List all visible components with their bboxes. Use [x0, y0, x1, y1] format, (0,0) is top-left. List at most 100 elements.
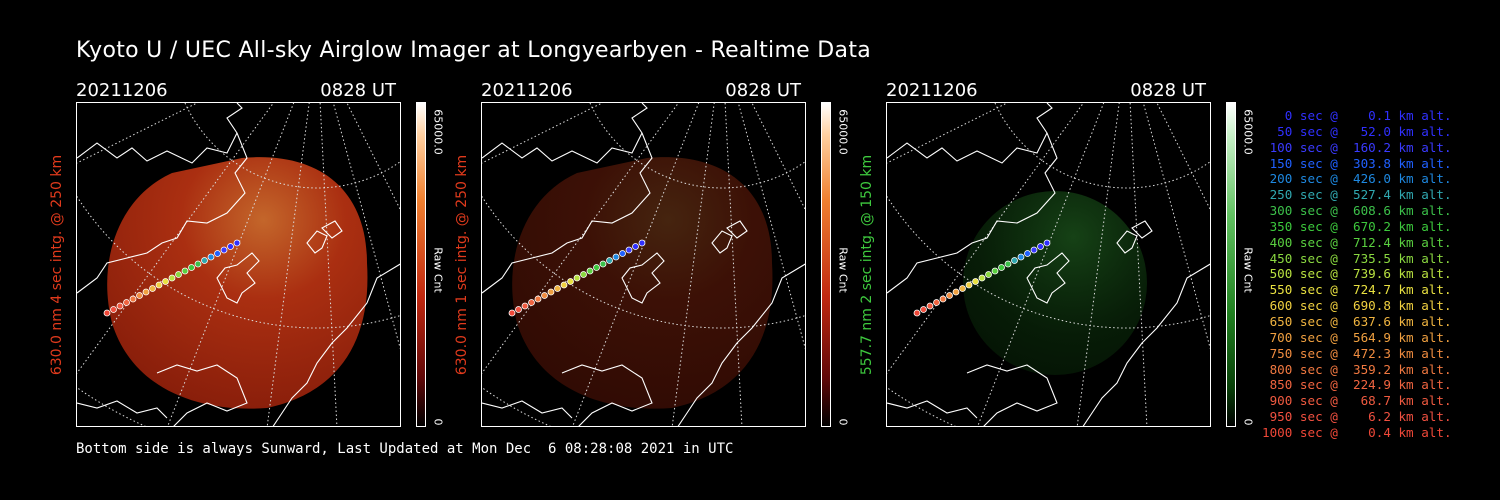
trajectory-point	[175, 271, 182, 278]
trajectory-point	[946, 292, 953, 299]
coastline	[482, 400, 573, 419]
longitude-line	[77, 103, 274, 374]
trajectory-point	[606, 257, 613, 264]
trajectory-point	[1017, 253, 1025, 261]
longitude-line	[1156, 103, 1210, 211]
trajectory-point	[638, 239, 646, 247]
legend-row: 50 sec @ 52.0 km alt.	[1262, 123, 1452, 139]
longitude-line	[751, 103, 805, 211]
trajectory-point	[201, 257, 208, 264]
trajectory-point	[110, 306, 117, 313]
legend-row: 700 sec @ 564.9 km alt.	[1262, 329, 1452, 345]
colorbar-unit: Raw Cnt	[1238, 230, 1258, 310]
legend-row: 800 sec @ 359.2 km alt.	[1262, 361, 1452, 377]
coastline	[621, 252, 665, 304]
trajectory-point	[586, 267, 594, 275]
coastline	[77, 400, 168, 419]
longitude-line	[167, 103, 295, 426]
coastline	[482, 103, 648, 164]
trajectory-point	[227, 243, 234, 250]
legend-row: 450 sec @ 735.5 km alt.	[1262, 250, 1452, 266]
colorbar-max: 65000.0	[428, 102, 448, 162]
legend-row: 400 sec @ 712.4 km alt.	[1262, 234, 1452, 250]
colorbar-max-text: 65000.0	[836, 109, 850, 155]
panel-date: 20211206	[481, 80, 573, 101]
colorbar-unit-text: Raw Cnt	[1241, 247, 1255, 293]
coastline	[306, 220, 343, 254]
trajectory-point	[116, 302, 124, 310]
panel-3: 20211206 0828 UT 557.7 nm 2 sec intg. @ …	[859, 80, 1286, 430]
trajectory-point	[233, 239, 241, 247]
colorbar-min: 0	[833, 415, 853, 429]
panel-date: 20211206	[886, 80, 978, 101]
longitude-line	[977, 103, 1105, 426]
colorbar-min-text: 0	[1241, 418, 1255, 426]
trajectory-point	[547, 288, 555, 296]
airglow-disk	[512, 157, 773, 409]
coastline	[216, 252, 260, 304]
latitude-circle	[994, 103, 1210, 189]
airglow-image	[481, 102, 806, 427]
trajectory-point	[1004, 260, 1012, 268]
trajectory-point	[978, 274, 986, 282]
coastline	[561, 364, 653, 426]
longitude-line	[737, 103, 805, 350]
trajectory-point	[129, 295, 137, 303]
trajectory-point	[1011, 257, 1018, 264]
trajectory-point	[1037, 243, 1044, 250]
colorbar-unit-text: Raw Cnt	[431, 247, 445, 293]
trajectory-point	[528, 299, 535, 306]
trajectory-point	[959, 285, 966, 292]
airglow-map-svg	[887, 103, 1210, 426]
legend-row: 550 sec @ 724.7 km alt.	[1262, 282, 1452, 298]
longitude-line	[1142, 103, 1210, 350]
colorbar-unit: Raw Cnt	[833, 230, 853, 310]
trajectory-point	[136, 292, 143, 299]
legend-row: 850 sec @ 224.9 km alt.	[1262, 377, 1452, 393]
colorbar-max: 65000.0	[1238, 102, 1258, 162]
trajectory-point	[142, 288, 150, 296]
trajectory-point	[573, 274, 581, 282]
legend-row: 750 sec @ 472.3 km alt.	[1262, 345, 1452, 361]
legend-row: 950 sec @ 6.2 km alt.	[1262, 409, 1452, 425]
trajectory-point	[162, 278, 169, 285]
coastline	[1116, 220, 1153, 254]
trajectory-point	[194, 260, 202, 268]
coastline	[272, 263, 400, 426]
legend-row: 0 sec @ 0.1 km alt.	[1262, 108, 1452, 123]
trajectory-point	[123, 299, 130, 306]
panel-wavelength-label: 557.7 nm 2 sec intg. @ 150 km	[856, 102, 878, 427]
airglow-disk	[963, 191, 1147, 375]
trajectory-point	[920, 306, 927, 313]
colorbar	[1226, 102, 1236, 427]
trajectory-point	[155, 281, 163, 289]
trajectory-point	[952, 288, 960, 296]
trajectory-point	[515, 306, 522, 313]
trajectory-point	[541, 292, 548, 299]
coastline	[711, 220, 748, 254]
colorbar-max-text: 65000.0	[431, 109, 445, 155]
page-title: Kyoto U / UEC All-sky Airglow Imager at …	[76, 38, 872, 63]
trajectory-point	[593, 264, 600, 271]
trajectory-point	[985, 271, 992, 278]
coastline	[77, 132, 248, 294]
trajectory-point	[625, 246, 633, 254]
trajectory-point	[612, 253, 620, 261]
trajectory-point	[214, 250, 221, 257]
airglow-map-svg	[77, 103, 400, 426]
footer-status: Bottom side is always Sunward, Last Upda…	[76, 441, 734, 457]
trajectory-point	[599, 260, 607, 268]
coastline	[1082, 263, 1210, 426]
coastline	[156, 364, 248, 426]
panel-wavelength-text: 630.0 nm 1 sec intg. @ 250 km	[454, 154, 470, 375]
trajectory-point	[632, 243, 639, 250]
coastline	[677, 263, 805, 426]
trajectory-point	[220, 246, 228, 254]
coastline	[887, 132, 1058, 294]
legend-row: 300 sec @ 608.6 km alt.	[1262, 203, 1452, 219]
legend-row: 600 sec @ 690.8 km alt.	[1262, 298, 1452, 314]
legend-row: 900 sec @ 68.7 km alt.	[1262, 393, 1452, 409]
coastline	[966, 364, 1058, 426]
coastline	[482, 132, 653, 294]
trajectory-point	[1030, 246, 1038, 254]
